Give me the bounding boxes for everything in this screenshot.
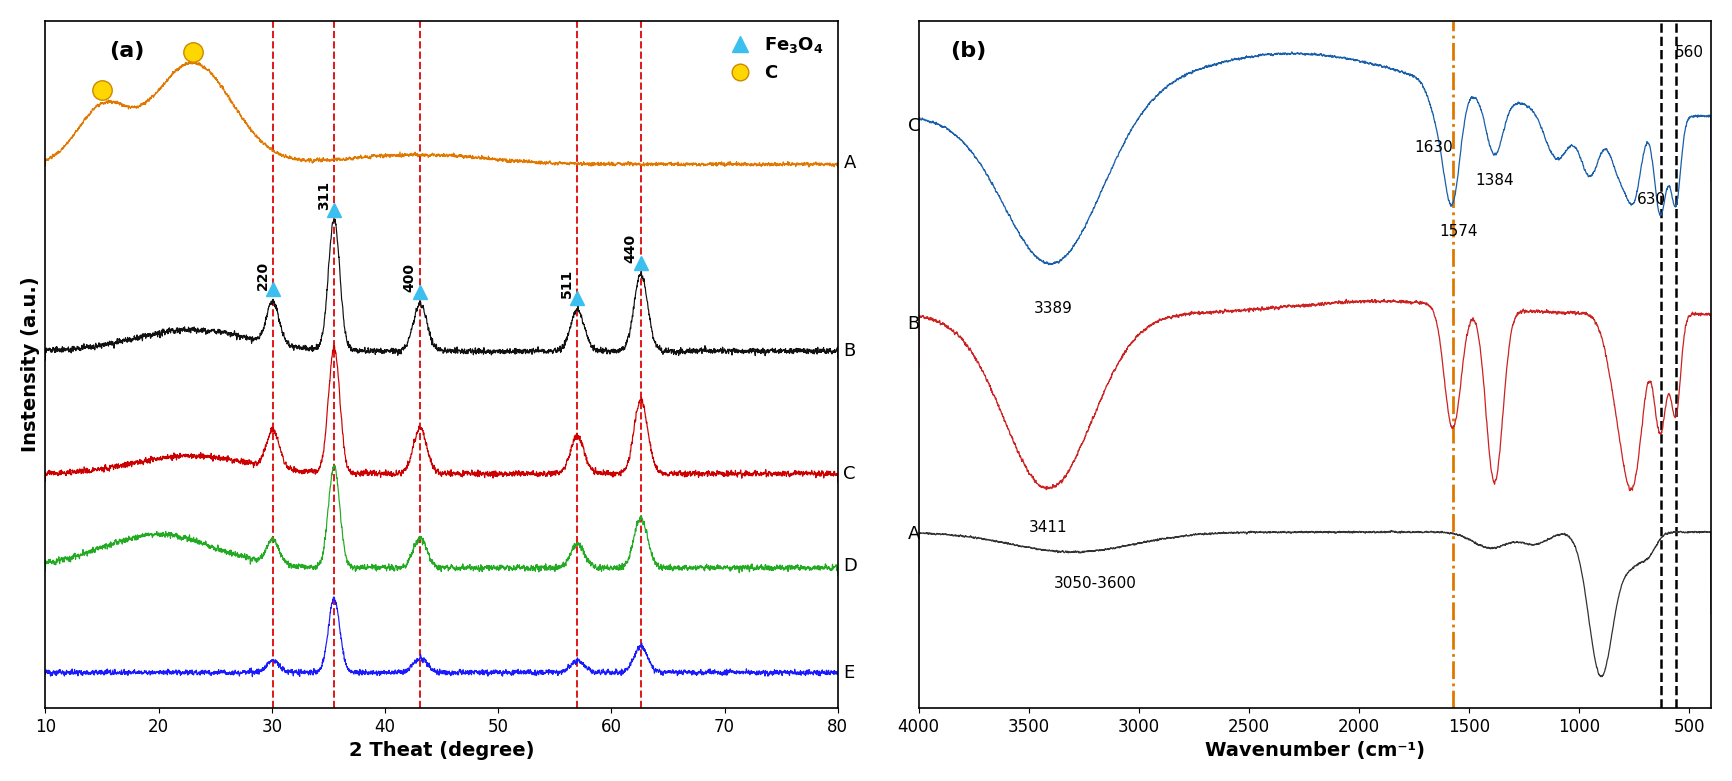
Text: C: C: [908, 116, 920, 134]
Legend: $\mathbf{Fe_3O_4}$, $\mathbf{C}$: $\mathbf{Fe_3O_4}$, $\mathbf{C}$: [717, 30, 830, 87]
Text: 511: 511: [559, 269, 573, 298]
Text: A: A: [843, 154, 856, 172]
Text: 3050-3600: 3050-3600: [1053, 576, 1136, 591]
Text: 1574: 1574: [1439, 224, 1477, 239]
X-axis label: Wavenumber (cm⁻¹): Wavenumber (cm⁻¹): [1205, 741, 1425, 760]
Text: 630: 630: [1637, 191, 1666, 207]
Text: B: B: [843, 342, 856, 360]
Text: 1384: 1384: [1476, 173, 1514, 187]
Text: 220: 220: [256, 261, 270, 290]
Text: A: A: [908, 526, 920, 544]
X-axis label: 2 Theat (degree): 2 Theat (degree): [348, 741, 535, 760]
Text: 440: 440: [624, 234, 637, 263]
Text: (a): (a): [109, 41, 144, 62]
Text: 3411: 3411: [1029, 520, 1067, 535]
Text: 560: 560: [1675, 45, 1704, 59]
Text: 3389: 3389: [1034, 301, 1072, 316]
Text: D: D: [843, 557, 857, 576]
Text: (b): (b): [951, 41, 987, 62]
Text: C: C: [843, 465, 856, 483]
Text: B: B: [908, 316, 920, 333]
Text: 311: 311: [317, 181, 331, 210]
Text: 400: 400: [404, 263, 417, 292]
Text: 1630: 1630: [1415, 140, 1453, 155]
Y-axis label: Instensity (a.u.): Instensity (a.u.): [21, 276, 40, 452]
Text: E: E: [843, 664, 854, 682]
